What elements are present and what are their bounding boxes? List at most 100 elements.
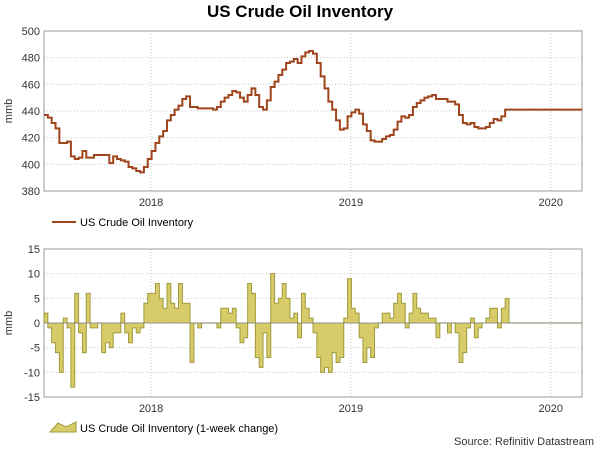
legend-area-swatch xyxy=(48,421,77,433)
change-bar xyxy=(120,313,125,323)
change-bar xyxy=(343,318,348,323)
change-bar xyxy=(136,323,141,333)
change-bar xyxy=(166,283,172,323)
y-tick-label: -5 xyxy=(30,343,40,355)
change-bar xyxy=(324,323,329,368)
legend-label: US Crude Oil Inventory xyxy=(80,217,194,229)
change-bar xyxy=(93,323,99,328)
change-bar xyxy=(44,313,49,323)
change-bar xyxy=(236,323,241,328)
change-bar xyxy=(59,323,64,373)
change-bar xyxy=(170,303,175,323)
change-bar xyxy=(228,313,233,323)
change-bar xyxy=(301,293,306,323)
change-bar xyxy=(163,308,168,323)
change-bar xyxy=(412,293,418,323)
change-bar xyxy=(355,313,360,323)
change-bar xyxy=(105,323,110,343)
y-tick-label: 460 xyxy=(22,79,40,91)
change-bar xyxy=(151,293,156,323)
change-bar xyxy=(401,303,406,323)
change-bar xyxy=(247,283,252,323)
change-bar xyxy=(82,323,87,353)
y-tick-label: 5 xyxy=(34,293,40,305)
change-bar xyxy=(370,323,375,358)
change-bar xyxy=(497,323,502,328)
change-bar xyxy=(339,323,345,358)
change-bar xyxy=(251,293,256,323)
change-bar xyxy=(155,283,160,323)
change-bar xyxy=(320,323,325,373)
change-bar xyxy=(255,323,260,358)
change-bar xyxy=(51,323,56,343)
change-bar xyxy=(316,323,321,358)
change-bar xyxy=(101,323,106,353)
x-tick-label: 2018 xyxy=(139,403,163,415)
change-bar xyxy=(55,323,60,353)
change-bar xyxy=(67,323,72,328)
y-axis-label: mmb xyxy=(3,311,15,335)
change-bar xyxy=(232,308,237,323)
y-tick-label: 400 xyxy=(22,159,40,171)
inventory-line xyxy=(44,50,582,174)
x-tick-label: 2019 xyxy=(339,403,363,415)
y-tick-label: 420 xyxy=(22,133,40,145)
change-bar xyxy=(432,318,437,323)
change-bar xyxy=(63,318,68,323)
change-bar xyxy=(374,323,379,328)
change-bar xyxy=(328,323,333,373)
change-bar xyxy=(86,293,91,323)
change-bar xyxy=(90,323,95,328)
change-bar xyxy=(505,298,510,323)
change-bar xyxy=(351,308,356,323)
change-bar xyxy=(478,323,483,328)
change-bar xyxy=(309,318,314,323)
change-bar xyxy=(393,303,398,323)
change-bar xyxy=(178,283,183,323)
y-tick-label: -15 xyxy=(24,392,40,404)
change-bar xyxy=(424,313,429,323)
y-tick-label: 0 xyxy=(34,318,40,330)
change-bar xyxy=(435,323,441,338)
change-bar xyxy=(74,293,79,323)
change-bar xyxy=(266,323,272,358)
change-bar xyxy=(332,323,337,353)
change-bar xyxy=(297,323,302,338)
change-bar xyxy=(243,323,248,338)
y-tick-label: 500 xyxy=(22,26,40,38)
change-bar xyxy=(397,293,402,323)
change-bar xyxy=(462,323,468,353)
change-bar xyxy=(382,313,387,323)
y-tick-label: 440 xyxy=(22,106,40,118)
y-tick-label: 380 xyxy=(22,186,40,198)
change-bar xyxy=(366,323,371,348)
change-bar xyxy=(459,323,464,363)
x-tick-label: 2020 xyxy=(538,197,562,209)
y-tick-label: -10 xyxy=(24,367,40,379)
source-note: Source: Refinitiv Datastream xyxy=(454,436,594,448)
change-bar xyxy=(113,323,118,333)
y-tick-label: 15 xyxy=(28,244,40,256)
change-bar xyxy=(282,283,287,323)
change-bar xyxy=(389,318,394,323)
change-bar xyxy=(428,318,433,323)
change-bar xyxy=(159,298,164,323)
change-bar xyxy=(409,313,414,323)
change-bar xyxy=(313,323,318,333)
change-bar xyxy=(132,323,137,328)
change-bar xyxy=(263,323,268,333)
change-bar xyxy=(286,298,291,323)
change-bar xyxy=(128,323,133,343)
change-bar xyxy=(220,308,225,323)
change-panel: -15 -10 -5 0 5 10 15 2018 2019 2020 mmb US Crude Oi… xyxy=(3,244,583,435)
chart-title: US Crude Oil Inventory xyxy=(206,2,394,21)
y-tick-label: 10 xyxy=(28,269,40,281)
change-bar xyxy=(140,323,145,328)
change-bar xyxy=(216,323,222,328)
change-bar xyxy=(117,323,122,333)
change-bar xyxy=(224,308,229,323)
change-bar xyxy=(274,303,279,323)
change-bar xyxy=(143,303,149,323)
